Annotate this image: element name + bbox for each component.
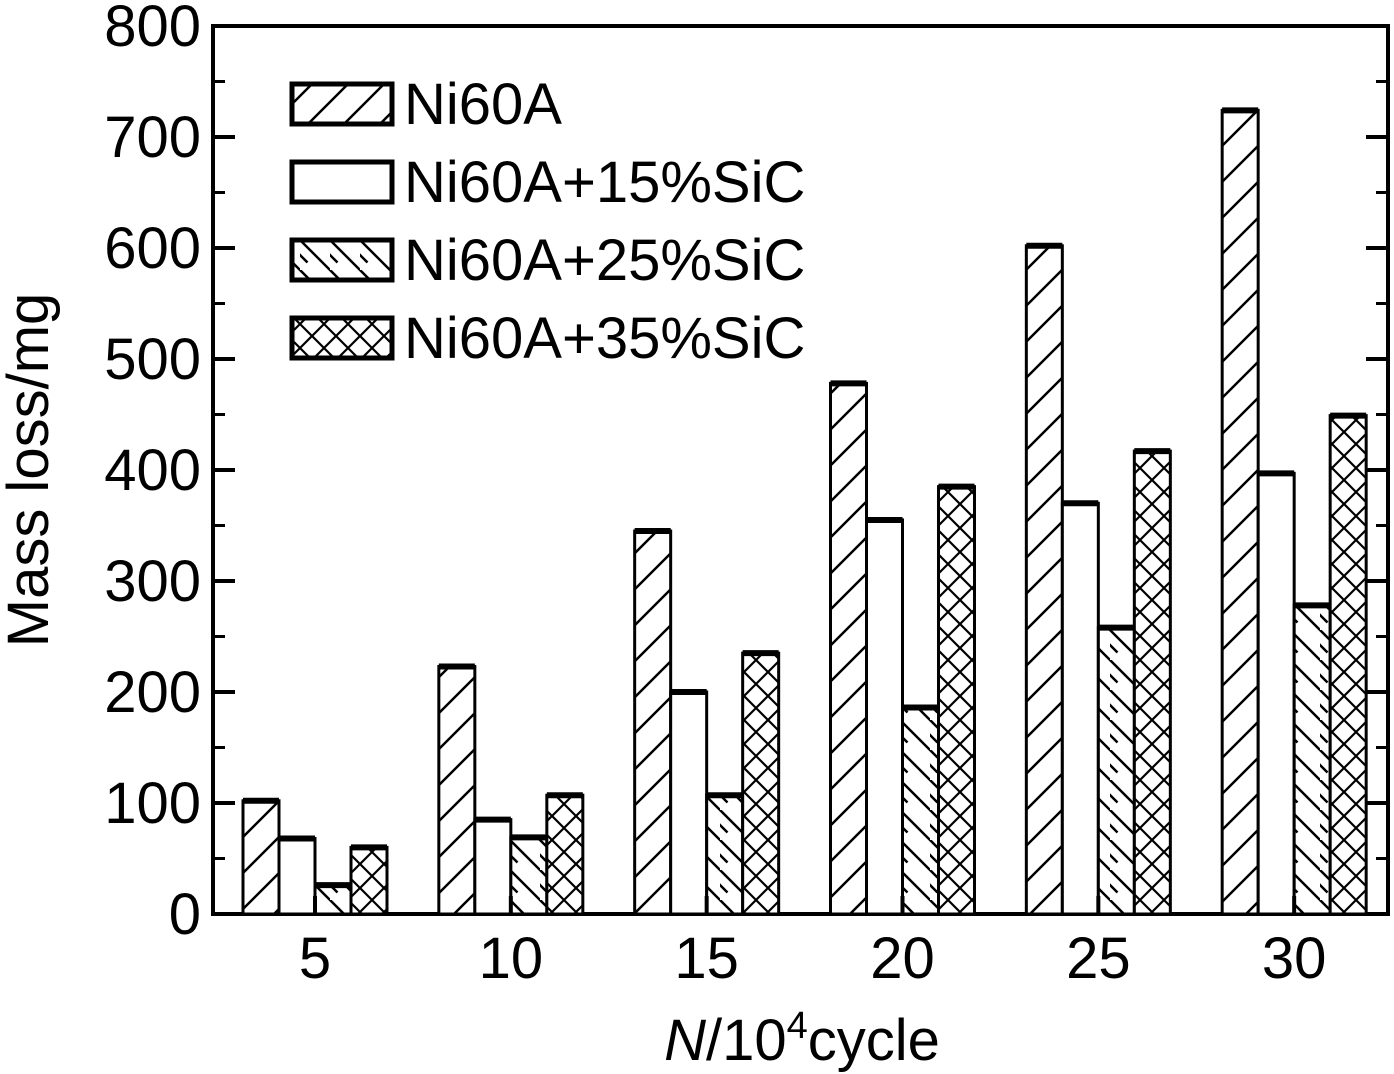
legend-swatch-2 <box>289 237 395 283</box>
bar-ni60a-15-sic-25 <box>1060 501 1100 916</box>
y-tick-label-0: 0 <box>169 882 201 947</box>
x-axis-label-tail: cycle <box>808 1008 940 1073</box>
legend-label-2: Ni60A+25%SiC <box>404 228 805 293</box>
bar-ni60a-35-sic-5 <box>349 845 389 916</box>
legend-label-1: Ni60A+15%SiC <box>404 150 805 215</box>
y-tick-label-300: 300 <box>104 549 201 614</box>
x-tick-label-10: 10 <box>479 926 544 991</box>
y-axis-label: Mass loss/mg <box>0 293 61 648</box>
x-axis-label-italic: N <box>664 1008 706 1073</box>
bars-group <box>241 107 1368 916</box>
y-tick-label-100: 100 <box>104 771 201 836</box>
bar-ni60a-10 <box>437 664 477 916</box>
y-tick-label-700: 700 <box>104 105 201 170</box>
x-axis-label-unit: /10 <box>706 1008 787 1073</box>
bar-ni60a-25-sic-5 <box>313 883 353 916</box>
y-tick-label-200: 200 <box>104 660 201 725</box>
bar-ni60a-25-sic-10 <box>509 835 549 916</box>
bar-ni60a-30 <box>1220 108 1260 916</box>
y-tick-label-800: 800 <box>104 0 201 59</box>
bar-ni60a-20 <box>829 381 868 916</box>
bar-ni60a-15-sic-10 <box>473 818 513 916</box>
bar-ni60a-25-sic-15 <box>705 793 745 916</box>
bar-ni60a-5 <box>241 799 281 916</box>
y-axis: 0 100 200 300 400 500 600 700 800 <box>104 0 1388 947</box>
bar-ni60a-35-sic-10 <box>545 793 585 916</box>
y-tick-label-500: 500 <box>104 327 201 392</box>
legend-swatch-3 <box>289 315 395 361</box>
bar-ni60a-25 <box>1024 244 1064 916</box>
y-tick-label-400: 400 <box>104 438 201 503</box>
y-tick-label-600: 600 <box>104 216 201 281</box>
bar-ni60a-35-sic-25 <box>1132 449 1172 916</box>
bar-ni60a-35-sic-15 <box>741 651 781 916</box>
bar-ni60a-25-sic-20 <box>901 706 940 916</box>
x-axis: 5 10 15 20 25 30 <box>299 896 1327 991</box>
x-tick-label-15: 15 <box>674 926 739 991</box>
x-tick-label-30: 30 <box>1262 926 1327 991</box>
bar-ni60a-15-sic-5 <box>277 837 317 916</box>
bar-ni60a-15-sic-20 <box>865 518 904 916</box>
x-tick-label-5: 5 <box>299 926 331 991</box>
bar-ni60a-15-sic-30 <box>1256 471 1296 916</box>
bar-ni60a-25-sic-25 <box>1096 626 1136 916</box>
x-axis-label-superscript: 4 <box>787 1005 808 1047</box>
bar-ni60a-35-sic-20 <box>937 485 976 916</box>
legend-label-3: Ni60A+35%SiC <box>404 306 805 371</box>
bar-ni60a-15-sic-15 <box>669 690 709 916</box>
legend-label-0: Ni60A <box>404 72 562 137</box>
x-tick-label-20: 20 <box>870 926 935 991</box>
legend-swatch-0 <box>289 81 395 127</box>
legend: Ni60A Ni60A+15%SiC Ni60A+25%SiC Ni60A+35%Si… <box>289 72 805 371</box>
legend-swatch-1 <box>289 159 395 205</box>
bar-ni60a-15 <box>633 529 673 916</box>
bar-ni60a-25-sic-30 <box>1292 603 1332 916</box>
x-tick-label-25: 25 <box>1066 926 1131 991</box>
bar-ni60a-35-sic-30 <box>1328 414 1368 916</box>
x-axis-label: N/104cycle <box>664 1005 940 1073</box>
